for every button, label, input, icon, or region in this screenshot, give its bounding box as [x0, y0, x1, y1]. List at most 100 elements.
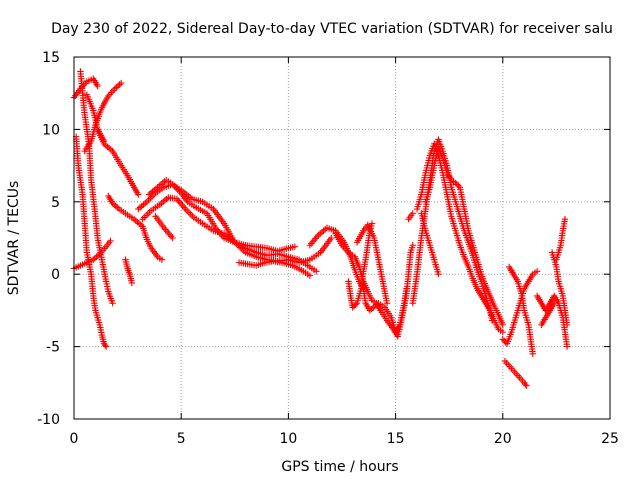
- data-point: [409, 210, 416, 217]
- series-track-2: [77, 68, 116, 307]
- y-axis-label: SDTVAR / TECUs: [6, 181, 22, 296]
- data-point: [113, 84, 120, 91]
- data-point: [102, 343, 110, 350]
- data-point: [117, 79, 125, 87]
- data-point: [499, 336, 506, 343]
- data-point: [435, 271, 442, 278]
- x-tick-label: 0: [70, 431, 79, 447]
- data-point: [176, 199, 183, 206]
- data-point: [309, 238, 316, 246]
- series-track-27: [533, 292, 571, 350]
- y-tick-label: -10: [37, 412, 60, 428]
- y-tick-label: 5: [51, 195, 60, 211]
- x-tick-label: 10: [279, 431, 297, 447]
- plot-frame: [73, 56, 611, 420]
- data-point: [368, 220, 376, 227]
- data-point: [453, 181, 461, 188]
- series-track-26: [501, 357, 530, 389]
- series-track-25: [506, 263, 537, 358]
- chart-title: Day 230 of 2022, Sidereal Day-to-day VTE…: [51, 21, 613, 37]
- x-tick-label: 25: [601, 431, 619, 447]
- data-point: [533, 268, 541, 275]
- x-tick-label: 20: [494, 431, 512, 447]
- series-track-18: [353, 221, 391, 307]
- data-point: [94, 82, 101, 90]
- data-point: [180, 204, 188, 211]
- data-point: [178, 200, 185, 208]
- data-point: [313, 268, 320, 275]
- data-point: [308, 240, 315, 247]
- y-tick-label: -5: [46, 340, 60, 356]
- series-track-24: [499, 268, 541, 347]
- data-point: [101, 341, 109, 349]
- data-points: [70, 68, 571, 389]
- y-tick-label: 15: [42, 50, 60, 66]
- x-tick-label: 5: [177, 431, 186, 447]
- data-point: [312, 235, 319, 242]
- data-point: [306, 242, 314, 249]
- series-track-19: [405, 210, 416, 223]
- series-track-9: [122, 256, 136, 287]
- data-point: [158, 256, 166, 263]
- series-track-22: [422, 143, 506, 329]
- series-track-30: [553, 215, 569, 263]
- data-point: [561, 215, 569, 223]
- data-point: [551, 299, 558, 307]
- y-tick-label: 10: [42, 122, 60, 138]
- data-point: [114, 204, 121, 211]
- data-point: [116, 81, 123, 88]
- series-track-16: [332, 230, 416, 340]
- data-point: [167, 233, 175, 240]
- gridlines: [74, 57, 610, 419]
- data-point: [306, 272, 314, 279]
- data-point: [165, 229, 172, 237]
- series-track-28: [538, 299, 558, 329]
- y-tick-label: 0: [51, 267, 60, 283]
- data-point: [166, 231, 173, 238]
- series-track-3: [72, 133, 110, 350]
- series-track-23: [418, 210, 442, 278]
- data-point: [349, 304, 356, 311]
- data-point: [135, 191, 142, 198]
- series-track-11: [139, 194, 299, 255]
- data-point: [169, 234, 176, 242]
- data-point: [291, 243, 299, 250]
- data-point: [523, 382, 530, 389]
- data-point: [163, 228, 171, 235]
- series-track-29: [548, 249, 571, 329]
- data-point: [563, 321, 571, 329]
- axis-ticks: [73, 56, 611, 420]
- series-track-12: [145, 176, 320, 275]
- data-point: [455, 182, 462, 190]
- data-point: [452, 179, 459, 187]
- data-point: [499, 328, 506, 336]
- series-track-6: [94, 126, 142, 198]
- data-point: [352, 301, 359, 308]
- data-point: [162, 226, 169, 233]
- series-track-8: [105, 192, 166, 263]
- x-axis-label: GPS time / hours: [281, 459, 398, 475]
- data-point: [529, 350, 537, 358]
- data-point: [350, 302, 358, 310]
- series-track-10: [135, 181, 335, 266]
- data-point: [522, 381, 529, 388]
- data-point: [109, 299, 116, 307]
- data-point: [179, 202, 186, 209]
- series-track-13: [235, 257, 314, 279]
- data-point: [409, 242, 416, 249]
- data-point: [383, 299, 391, 307]
- data-point: [501, 337, 508, 345]
- data-point: [112, 202, 120, 210]
- data-point: [107, 237, 114, 245]
- series-track-7: [70, 237, 114, 272]
- data-point: [328, 234, 335, 242]
- data-point: [563, 343, 571, 350]
- x-tick-label: 15: [387, 431, 405, 447]
- data-point: [114, 82, 122, 90]
- data-point: [499, 321, 506, 329]
- data-point: [313, 233, 321, 240]
- tick-labels: 0 5 10 15 20 25 -10 -5 0 5 10 15: [37, 50, 619, 447]
- data-point: [128, 279, 136, 287]
- data-point: [310, 236, 318, 244]
